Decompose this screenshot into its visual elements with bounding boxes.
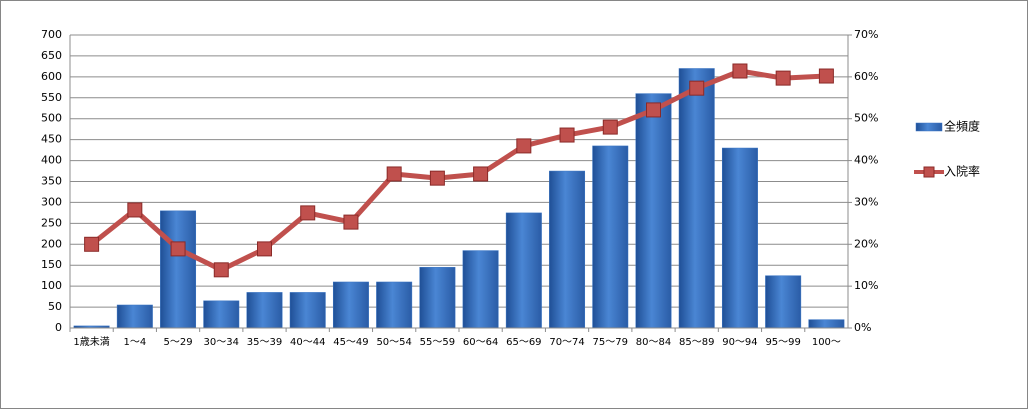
y2-tick-label: 70%	[854, 28, 878, 41]
y2-tick-label: 20%	[854, 237, 878, 250]
y-tick-label: 50	[48, 300, 62, 313]
marker	[689, 80, 705, 96]
marker	[257, 241, 272, 257]
y-tick-label: 350	[41, 175, 62, 188]
bar	[635, 93, 672, 329]
y2-tick-label: 50%	[854, 112, 878, 125]
marker	[818, 68, 834, 84]
y-tick-label: 500	[41, 112, 62, 125]
y-tick-label: 650	[41, 49, 62, 62]
bar	[678, 68, 715, 329]
x-tick-label: 50～54	[376, 337, 411, 348]
y-tick-label: 100	[41, 279, 62, 292]
bar	[246, 292, 283, 329]
y-tick-label: 0	[55, 321, 62, 334]
x-tick-label: 45～49	[333, 337, 368, 348]
marker	[386, 166, 402, 182]
bar	[549, 170, 586, 329]
marker	[343, 214, 359, 230]
y-tick-label: 600	[41, 70, 62, 83]
marker	[732, 63, 748, 79]
marker	[775, 70, 791, 86]
marker	[127, 202, 143, 218]
marker	[170, 241, 186, 257]
y2-tick-label: 10%	[854, 279, 878, 292]
bar	[505, 212, 542, 329]
x-tick-label: 60～64	[463, 337, 498, 348]
bar	[765, 275, 802, 329]
x-tick-label: 35～39	[247, 337, 282, 348]
x-tick-label: 1歳未満	[73, 336, 109, 348]
bar	[592, 145, 629, 329]
marker	[429, 170, 445, 186]
y-tick-label: 200	[41, 237, 62, 250]
x-tick-label: 30～34	[204, 337, 239, 348]
bar	[808, 319, 845, 329]
marker	[213, 262, 229, 278]
bar	[332, 281, 369, 329]
marker	[646, 102, 661, 118]
x-tick-label: 1～4	[123, 337, 146, 348]
x-tick-label: 80～84	[636, 337, 671, 348]
marker	[559, 127, 575, 143]
legend-swatch	[915, 122, 943, 132]
bar	[203, 300, 240, 329]
y2-tick-label: 0%	[854, 321, 871, 334]
y-tick-label: 450	[41, 133, 62, 146]
y-tick-label: 400	[41, 154, 62, 167]
y2-tick-label: 60%	[854, 70, 878, 83]
y2-tick-label: 30%	[854, 195, 878, 208]
y-tick-label: 150	[41, 258, 62, 271]
marker	[300, 205, 316, 221]
y-tick-label: 700	[41, 28, 62, 41]
x-tick-label: 95～99	[765, 337, 800, 348]
bar	[116, 304, 153, 329]
marker	[516, 138, 532, 154]
marker	[84, 236, 100, 252]
y-tick-label: 300	[41, 195, 62, 208]
x-tick-label: 75～79	[593, 337, 628, 348]
y-tick-label: 550	[41, 91, 62, 104]
x-tick-label: 55～59	[420, 337, 455, 348]
bar	[160, 210, 197, 329]
x-tick-label: 65～69	[506, 337, 541, 348]
y2-tick-label: 40%	[854, 154, 878, 167]
bar	[419, 267, 456, 329]
marker	[473, 166, 489, 182]
x-tick-label: 85～89	[679, 337, 714, 348]
marker	[602, 119, 618, 135]
bar	[289, 292, 326, 329]
legend-label: 入院率	[944, 164, 980, 179]
legend-label: 全頻度	[944, 119, 980, 134]
x-tick-label: 90～94	[722, 337, 757, 348]
x-tick-label: 40～44	[290, 337, 325, 348]
bar	[721, 147, 758, 329]
bar	[462, 250, 499, 329]
y-tick-label: 250	[41, 216, 62, 229]
legend-swatch	[923, 166, 935, 178]
bar	[376, 281, 413, 329]
x-tick-label: 100～	[812, 337, 841, 348]
x-tick-label: 70～74	[549, 337, 584, 348]
x-tick-label: 5～29	[164, 337, 193, 348]
